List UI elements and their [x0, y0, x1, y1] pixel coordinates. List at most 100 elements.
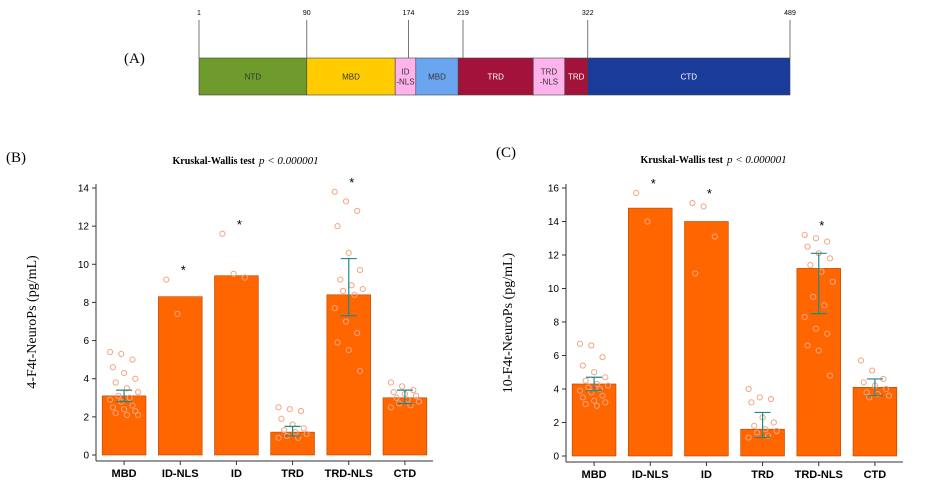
data-point	[300, 425, 307, 432]
domain-segment-label: TRD	[487, 73, 504, 82]
panel-label-c: (C)	[496, 145, 516, 161]
data-point	[590, 369, 598, 376]
x-tick-label: ID-NLS	[632, 469, 669, 481]
data-point	[866, 394, 873, 401]
data-point	[407, 402, 414, 409]
y-tick-label: 6	[83, 336, 89, 347]
domain-segment-label: MBD	[342, 73, 360, 82]
bar	[326, 294, 371, 456]
data-point	[342, 318, 350, 325]
data-point	[106, 396, 114, 403]
bar	[382, 397, 428, 456]
data-point	[123, 385, 130, 392]
domain-segment-label: NTD	[245, 73, 262, 82]
data-point	[602, 374, 609, 381]
chart-panel-b: (B) Kruskal-Wallis test p < 0.000001 4-F…	[6, 150, 433, 480]
data-point	[359, 285, 366, 293]
data-point	[824, 238, 831, 245]
data-point	[883, 385, 890, 393]
data-point	[275, 434, 282, 441]
data-point	[605, 382, 612, 389]
bar	[101, 395, 147, 456]
data-point	[753, 429, 761, 436]
data-point	[129, 356, 136, 363]
data-point	[689, 199, 696, 207]
data-point	[810, 293, 817, 300]
data-point	[351, 291, 358, 298]
data-point	[132, 375, 139, 382]
chart-b-title-stat: p < 0.000001	[258, 155, 319, 167]
x-tick-label: TRD-NLS	[795, 469, 843, 481]
data-point	[815, 347, 822, 354]
data-point	[354, 207, 361, 214]
data-point	[297, 408, 305, 415]
data-point	[745, 385, 752, 393]
x-tick-label: ID-NLS	[162, 468, 199, 480]
data-point	[804, 243, 811, 250]
data-point	[748, 399, 755, 406]
position-label: 174	[403, 10, 415, 17]
significance-star: *	[181, 263, 186, 278]
data-point	[356, 266, 364, 274]
domain-segment-label: -NLS	[396, 78, 414, 87]
data-point	[126, 394, 133, 401]
chart-c-plot: 0 2 4 6 8 10 12 14 16 MBD ID-NLS * ID * TRD TRD-NLS * CTD	[548, 176, 903, 481]
data-point	[356, 367, 364, 375]
chart-b-ylabel: 4-F4t-NeuroPs (pg/mL)	[25, 255, 40, 389]
data-point	[390, 388, 397, 396]
data-point	[807, 261, 814, 269]
data-point	[756, 394, 763, 401]
position-label: 219	[457, 10, 469, 17]
data-point	[295, 434, 302, 441]
data-point	[767, 395, 775, 403]
y-tick-label: 8	[553, 318, 559, 329]
data-point	[413, 392, 420, 399]
domain-segment-label: TRD	[541, 68, 558, 77]
domain-segment	[532, 57, 566, 96]
data-point	[219, 230, 226, 237]
data-point	[123, 411, 130, 419]
data-point	[582, 400, 589, 408]
bar	[214, 275, 259, 456]
panel-label-b: (B)	[6, 150, 26, 166]
data-point	[700, 203, 707, 210]
data-point	[579, 362, 586, 369]
significance-star: *	[651, 176, 656, 191]
data-point	[801, 313, 808, 321]
bar	[158, 296, 203, 456]
significance-star: *	[237, 217, 242, 232]
data-point	[334, 223, 341, 230]
data-point	[393, 394, 400, 401]
domain-segment	[457, 57, 534, 96]
y-tick-label: 6	[553, 351, 559, 362]
bar	[684, 221, 729, 457]
domain-segment-label: TRD	[568, 73, 585, 82]
data-point	[106, 348, 114, 356]
x-tick-label: CTD	[864, 469, 887, 481]
data-point	[585, 384, 592, 391]
y-tick-label: 2	[83, 412, 89, 423]
data-point	[275, 404, 282, 411]
data-point	[112, 379, 119, 386]
data-point	[826, 255, 834, 262]
data-point	[230, 270, 237, 277]
y-tick-label: 14	[548, 217, 560, 228]
y-tick-label: 16	[548, 184, 560, 195]
data-point	[348, 282, 355, 289]
data-point	[812, 325, 820, 332]
data-point	[112, 409, 119, 417]
data-point	[829, 278, 836, 285]
y-tick-label: 12	[78, 222, 90, 233]
data-point	[869, 367, 876, 374]
data-point	[801, 231, 808, 238]
data-point	[765, 432, 772, 439]
x-tick-label: MBD	[112, 468, 137, 480]
data-point	[109, 364, 116, 371]
x-tick-label: TRD-NLS	[325, 468, 373, 480]
position-label: 489	[784, 10, 796, 17]
chart-panel-c: (C) Kruskal-Wallis test p < 0.000001 10-…	[496, 145, 903, 481]
data-point	[863, 389, 870, 396]
y-tick-label: 0	[83, 451, 89, 462]
position-label: 322	[582, 10, 594, 17]
